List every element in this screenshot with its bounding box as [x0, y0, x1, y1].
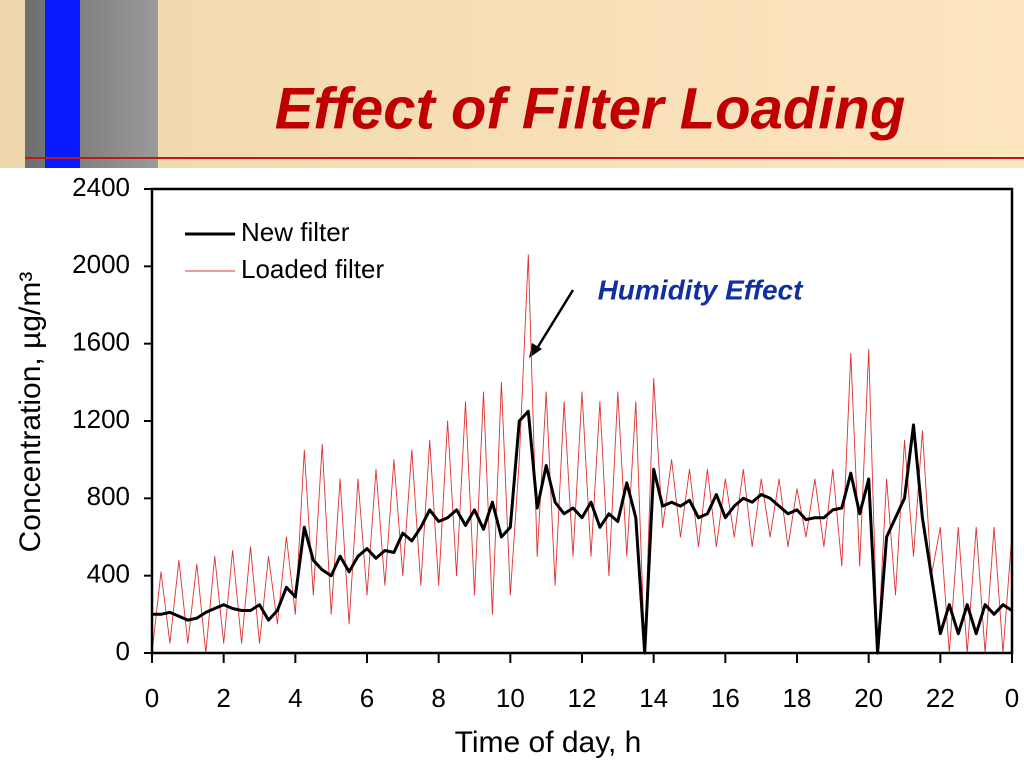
x-tick-label: 14: [639, 683, 668, 713]
legend-label: Loaded filter: [241, 254, 384, 284]
y-tick-label: 1600: [72, 327, 130, 357]
x-tick-label: 22: [926, 683, 955, 713]
header-background: [0, 0, 1024, 168]
annotation-arrow: [534, 289, 575, 351]
x-tick-label: 4: [288, 683, 302, 713]
y-tick-label: 0: [116, 636, 130, 666]
x-tick-label: 0: [1005, 683, 1019, 713]
x-tick-label: 8: [431, 683, 445, 713]
x-tick-label: 16: [711, 683, 740, 713]
x-tick-label: 2: [216, 683, 230, 713]
x-tick-label: 6: [360, 683, 374, 713]
y-tick-label: 800: [87, 481, 130, 511]
y-tick-label: 400: [87, 559, 130, 589]
data-line: [151, 254, 1013, 654]
x-tick-label: 0: [145, 683, 159, 713]
x-tick-label: 12: [568, 683, 597, 713]
annotation: Humidity Effect: [598, 274, 805, 305]
x-tick-label: 10: [496, 683, 525, 713]
y-tick-label: 2400: [72, 172, 130, 202]
legend-label: New filter: [241, 217, 350, 247]
slide-title: Effect of Filter Loading: [275, 76, 906, 141]
header-decoration: [25, 0, 158, 168]
data-line: [152, 409, 1013, 655]
annotation-arrowhead: [529, 343, 542, 358]
x-tick-label: 20: [854, 683, 883, 713]
y-tick-label: 1200: [72, 404, 130, 434]
x-tick-label: 18: [783, 683, 812, 713]
y-axis-label: Concentration, µg/m³: [14, 272, 47, 553]
header-blue-bar: [45, 0, 80, 168]
x-axis-label: Time of day, h: [455, 726, 642, 759]
y-tick-label: 2000: [72, 249, 130, 279]
